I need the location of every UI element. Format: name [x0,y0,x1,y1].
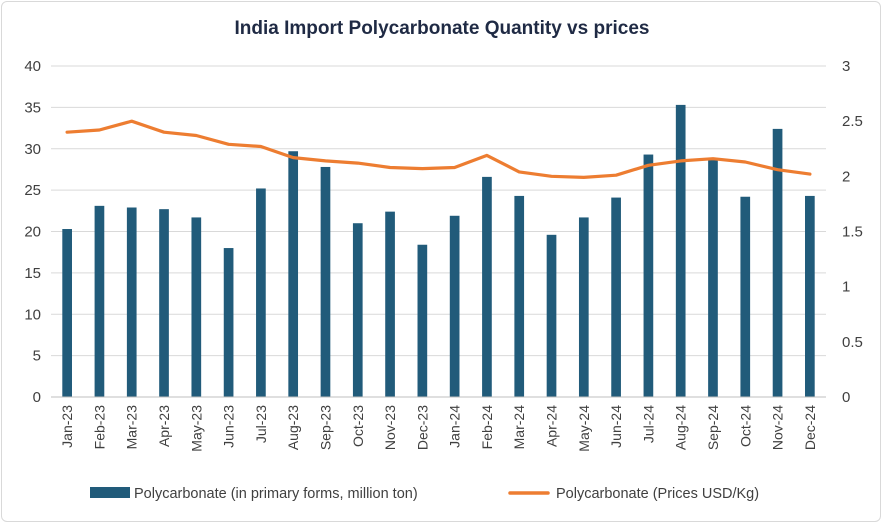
chart-title: India Import Polycarbonate Quantity vs p… [234,18,650,39]
x-tick-label: Jul-24 [640,405,656,443]
bar [578,217,589,397]
y-right-tick-label: 2.5 [842,113,863,130]
y-left-tick-label: 30 [24,141,41,158]
legend-bar-swatch [90,487,130,498]
x-tick-label: Mar-23 [124,405,140,450]
y-right-tick-label: 0 [842,389,850,406]
x-tick-label: Nov-24 [770,405,786,450]
x-tick-label: Jan-23 [59,405,75,448]
bar [675,104,686,397]
x-tick-label: May-24 [576,405,592,452]
bar [256,188,266,397]
bar [417,244,428,397]
bar [611,197,621,397]
x-tick-label: Oct-23 [350,405,366,447]
bar [159,209,169,397]
y-left-tick-label: 25 [24,182,41,199]
y-right-tick-label: 1 [842,279,850,296]
legend-line-label: Polycarbonate (Prices USD/Kg) [556,486,759,502]
y-right-tick-label: 0.5 [842,334,863,351]
y-left-tick-label: 10 [24,306,41,323]
x-tick-label: Mar-24 [511,405,527,450]
y-right-tick-label: 2 [842,168,850,185]
bar [62,229,72,397]
y-left-tick-label: 40 [24,58,41,75]
y-right-tick-label: 3 [842,58,850,75]
x-tick-label: Apr-23 [156,405,172,447]
bar-series [62,104,815,397]
axes: 0 5 10 15 20 25 30 35 40 0 0.5 1 1.5 2 2.5 3 Jan-23 Feb-2… [24,58,863,452]
x-tick-label: Sep-24 [705,405,721,450]
x-tick-label: Jul-23 [253,405,269,443]
x-tick-label: Apr-24 [544,405,560,447]
y-left-tick-label: 15 [24,265,41,282]
x-tick-label: Dec-24 [802,405,818,450]
bar [740,196,751,397]
line-series [65,119,812,179]
legend: Polycarbonate (in primary forms, million… [90,486,759,502]
bar [385,211,395,397]
gridlines [51,65,826,357]
x-tick-label: Oct-24 [737,405,753,447]
x-tick-label: Aug-24 [673,405,689,450]
bar [805,195,815,397]
bar [546,234,557,397]
x-tick-label: Feb-24 [479,405,495,450]
y-left-tick-label: 35 [24,99,41,116]
bar [94,205,105,397]
x-tick-label: Jun-23 [221,405,237,448]
bar [708,159,718,397]
bar [320,166,331,397]
legend-bar-label: Polycarbonate (in primary forms, million… [134,486,418,502]
y-right-tick-label: 1.5 [842,224,863,241]
bar [126,207,137,397]
x-tick-label: Aug-23 [285,405,301,450]
x-tick-label: Jan-24 [447,405,463,448]
y-left-tick-label: 0 [33,389,41,406]
y-left-tick-label: 5 [33,348,41,365]
x-tick-label: Jun-24 [608,405,624,448]
bar [288,151,299,397]
bar [191,217,202,397]
price-line [65,119,812,179]
x-tick-label: Feb-23 [91,405,107,450]
bar [514,195,525,397]
x-tick-label: Nov-23 [382,405,398,450]
bar [643,154,654,397]
x-tick-label: Dec-23 [414,405,430,450]
x-tick-label: Sep-23 [317,405,333,450]
y-left-tick-label: 20 [24,224,41,241]
bar [482,176,492,397]
x-tick-label: May-23 [188,405,204,452]
bar [352,223,363,397]
bar [223,248,234,397]
bar [772,128,783,397]
bar [449,215,460,397]
